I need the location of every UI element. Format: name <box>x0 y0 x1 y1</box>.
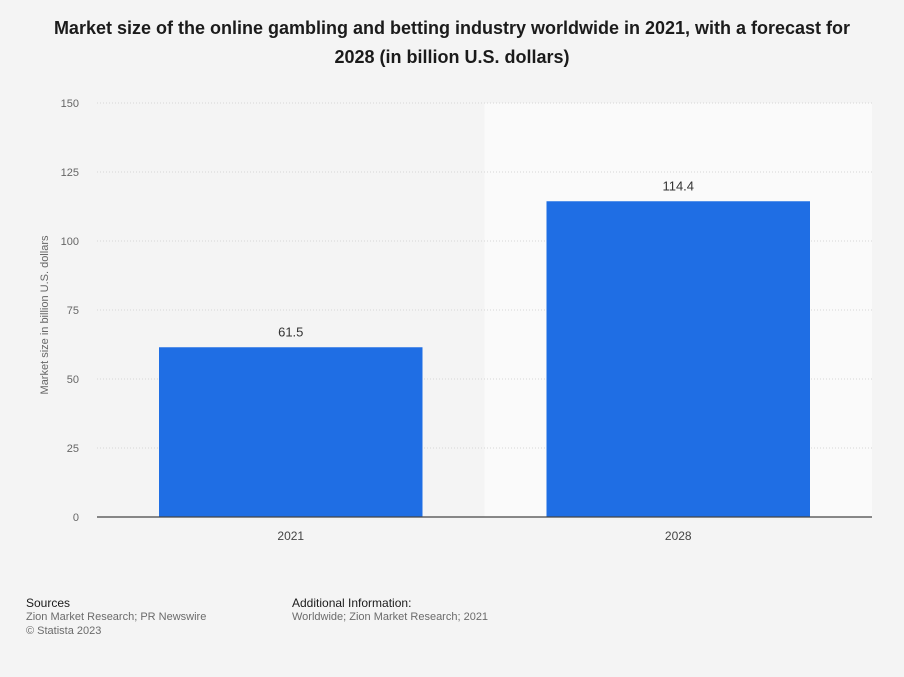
bar-2021 <box>159 347 423 517</box>
sources-text[interactable]: Zion Market Research; PR Newswire <box>26 611 207 623</box>
additional-info-text: Worldwide; Zion Market Research; 2021 <box>292 611 489 623</box>
x-tick-label-2021: 2021 <box>277 529 304 543</box>
data-label-2028: 114.4 <box>662 178 694 193</box>
copyright-text: © Statista 2023 <box>26 625 102 637</box>
x-tick-label-2028: 2028 <box>665 529 692 543</box>
chart-title: Market size of the online gambling and b… <box>53 18 851 67</box>
y-tick-label: 0 <box>73 512 79 524</box>
y-tick-label: 75 <box>67 305 79 317</box>
additional-info-heading: Additional Information: <box>292 596 412 610</box>
y-tick-label: 25 <box>67 443 79 455</box>
y-tick-label: 100 <box>61 236 79 248</box>
data-label-2021: 61.5 <box>278 324 303 339</box>
y-axis-label: Market size in billion U.S. dollars <box>39 235 51 394</box>
y-tick-label: 50 <box>67 374 79 386</box>
bar-2028 <box>546 201 810 518</box>
sources-block: Sources Zion Market Research; PR Newswir… <box>26 596 206 638</box>
y-tick-label: 150 <box>61 98 79 110</box>
y-tick-label: 125 <box>61 167 79 179</box>
additional-info-block: Additional Information: Worldwide; Zion … <box>292 596 488 624</box>
sources-heading: Sources <box>26 596 71 610</box>
